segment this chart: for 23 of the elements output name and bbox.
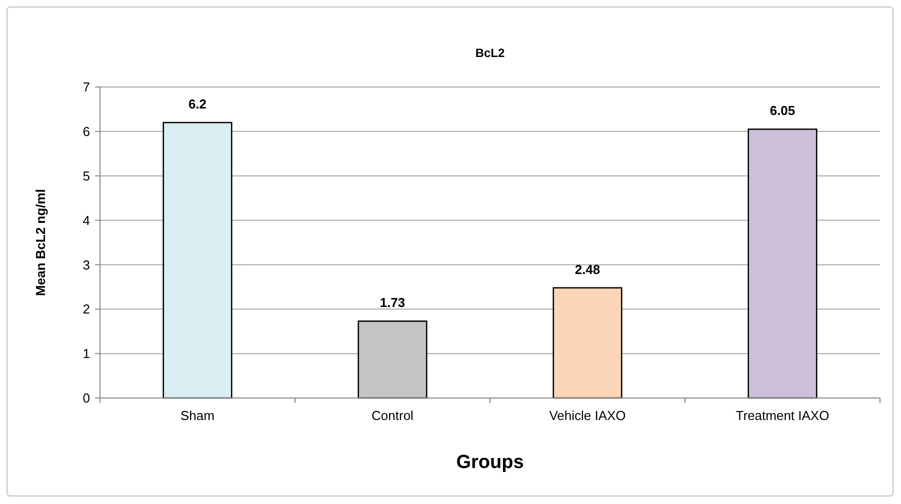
x-axis-title: Groups	[456, 452, 524, 473]
y-axis-title: Mean BcL2 ng/ml	[33, 189, 48, 296]
y-tick-label: 5	[82, 168, 90, 184]
y-tick-label: 2	[82, 302, 90, 317]
x-tick-label: Treatment IAXO	[736, 408, 830, 423]
x-tick-label: Sham	[180, 408, 214, 423]
x-tick-label: Control	[372, 408, 414, 423]
bar	[358, 320, 428, 399]
y-tick-label: 1	[82, 346, 90, 362]
x-tick-label: Vehicle IAXO	[549, 408, 626, 423]
data-label: 6.05	[770, 103, 796, 118]
bar	[162, 122, 232, 399]
y-tick-label: 4	[82, 212, 90, 228]
y-tick-label: 6	[82, 124, 90, 139]
data-label: 6.2	[188, 96, 207, 112]
data-label: 2.48	[574, 262, 600, 277]
y-tick-label: 7	[82, 80, 90, 95]
y-tick-label: 0	[82, 390, 90, 406]
bar	[552, 287, 622, 399]
chart-title: BcL2	[475, 46, 505, 60]
y-tick-label: 3	[82, 257, 90, 272]
data-label: 1.73	[380, 295, 406, 310]
bar	[748, 128, 818, 399]
